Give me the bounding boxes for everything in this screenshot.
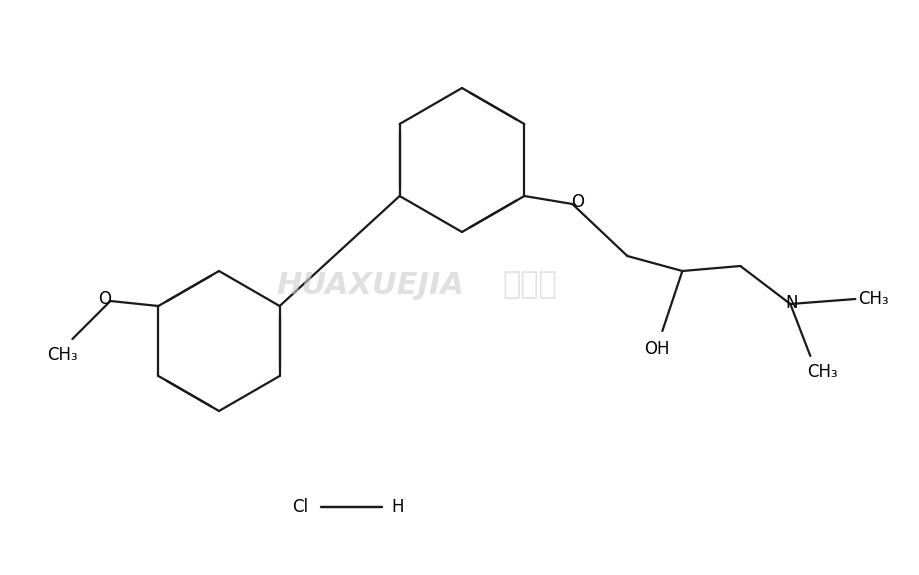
Text: HUAXUEJIA: HUAXUEJIA <box>276 270 463 300</box>
Text: O: O <box>570 193 584 211</box>
Text: H: H <box>391 498 403 516</box>
Text: CH₃: CH₃ <box>857 290 888 308</box>
Text: N: N <box>784 294 797 312</box>
Text: 化学加: 化学加 <box>502 270 557 300</box>
Text: CH₃: CH₃ <box>47 346 77 364</box>
Text: CH₃: CH₃ <box>806 363 837 381</box>
Text: OH: OH <box>644 340 669 358</box>
Text: O: O <box>97 290 111 308</box>
Text: Cl: Cl <box>291 498 308 516</box>
